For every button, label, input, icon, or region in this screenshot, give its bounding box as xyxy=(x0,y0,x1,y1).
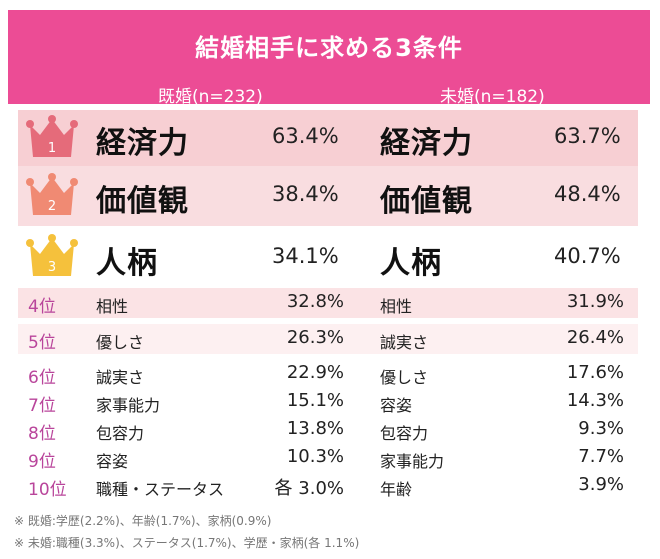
rank-6-row: 6位 誠実さ 22.9% 優しさ 17.6% xyxy=(18,359,638,389)
single-item: 容姿 xyxy=(380,396,413,415)
crown-icon: 3 xyxy=(26,234,78,276)
single-item: 包容力 xyxy=(380,424,429,443)
single-item: 年齢 xyxy=(380,480,413,499)
footnote-married: ※ 既婚:学歴(2.2%)、年齢(1.7%)、家柄(0.9%) xyxy=(14,514,272,528)
married-pct: 32.8% xyxy=(286,291,344,312)
single-item-3: 人柄 xyxy=(380,246,442,281)
crown-icon: 1 xyxy=(26,115,78,157)
married-pct: 22.9% xyxy=(286,362,344,383)
married-pct-1: 63.4% xyxy=(272,124,339,148)
married-column-header: 既婚(n=232) xyxy=(158,87,263,107)
rank-label: 4位 xyxy=(28,297,56,317)
rank-7-row: 7位 家事能力 15.1% 容姿 14.3% xyxy=(18,387,638,417)
single-item: 誠実さ xyxy=(380,333,429,352)
rank-label: 6位 xyxy=(28,368,56,388)
single-column-header: 未婚(n=182) xyxy=(440,87,545,107)
rank-3-row: 3 人柄 34.1% 人柄 40.7% xyxy=(18,226,638,288)
crown-rank-1: 1 xyxy=(48,141,56,156)
married-pct: 13.8% xyxy=(286,418,344,439)
married-pct: 26.3% xyxy=(286,327,344,348)
married-item: 包容力 xyxy=(96,424,145,443)
footnote-single: ※ 未婚:職種(3.3%)、ステータス(1.7%)、学歴・家柄(各 1.1%) xyxy=(14,536,360,550)
single-pct: 9.3% xyxy=(578,418,624,439)
rank-10-row: 10位 職種・ステータス 各 3.0% 年齢 3.9% xyxy=(18,471,638,501)
single-item-1: 経済力 xyxy=(380,126,473,161)
crown-icon: 2 xyxy=(26,173,78,215)
married-item: 相性 xyxy=(96,297,129,316)
page-title: 結婚相手に求める3条件 xyxy=(195,34,463,62)
married-item-1: 経済力 xyxy=(96,126,189,161)
married-item: 家事能力 xyxy=(96,396,161,415)
married-item-2: 価値観 xyxy=(96,184,189,219)
single-pct-3: 40.7% xyxy=(554,244,621,268)
married-item: 容姿 xyxy=(96,452,129,471)
single-item-2: 価値観 xyxy=(380,184,473,219)
header-banner: 結婚相手に求める3条件 既婚(n=232) 未婚(n=182) xyxy=(8,10,650,107)
rank-label: 7位 xyxy=(28,396,56,416)
single-pct: 7.7% xyxy=(578,446,624,467)
single-pct: 17.6% xyxy=(566,362,624,383)
married-pct: 15.1% xyxy=(286,390,344,411)
married-item: 誠実さ xyxy=(96,368,145,387)
married-item: 職種・ステータス xyxy=(96,480,225,499)
rank-5-row: 5位 優しさ 26.3% 誠実さ 26.4% xyxy=(18,324,638,354)
rank-label: 10位 xyxy=(28,480,67,500)
single-item: 家事能力 xyxy=(380,452,445,471)
rank-8-row: 8位 包容力 13.8% 包容力 9.3% xyxy=(18,415,638,445)
single-pct-1: 63.7% xyxy=(554,124,621,148)
crown-rank-3: 3 xyxy=(48,260,56,275)
single-pct: 14.3% xyxy=(566,390,624,411)
married-pct: 10.3% xyxy=(286,446,344,467)
single-item: 優しさ xyxy=(380,368,429,387)
single-pct: 31.9% xyxy=(566,291,624,312)
rank-2-row: 2 価値観 38.4% 価値観 48.4% xyxy=(18,166,638,226)
rank-label: 9位 xyxy=(28,452,56,472)
married-pct-2: 38.4% xyxy=(272,182,339,206)
rank-9-row: 9位 容姿 10.3% 家事能力 7.7% xyxy=(18,443,638,473)
rank-4-row: 4位 相性 32.8% 相性 31.9% xyxy=(18,288,638,318)
rank-label: 8位 xyxy=(28,424,56,444)
rank-1-row: 1 経済力 63.4% 経済力 63.7% xyxy=(18,110,638,166)
single-pct: 3.9% xyxy=(578,474,624,495)
rank-label: 5位 xyxy=(28,333,56,353)
married-item-3: 人柄 xyxy=(96,246,158,281)
single-item: 相性 xyxy=(380,297,413,316)
single-pct: 26.4% xyxy=(566,327,624,348)
married-pct-3: 34.1% xyxy=(272,244,339,268)
crown-rank-2: 2 xyxy=(48,199,56,214)
married-pct: 各 3.0% xyxy=(274,478,344,499)
single-pct-2: 48.4% xyxy=(554,182,621,206)
married-item: 優しさ xyxy=(96,333,145,352)
